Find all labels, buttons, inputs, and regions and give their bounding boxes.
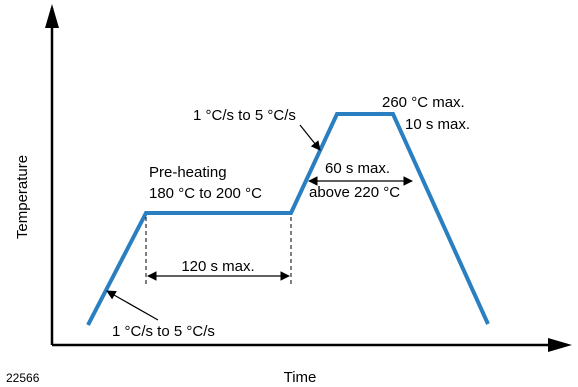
temperature-profile-line bbox=[86, 112, 490, 326]
above-temp-label: above 220 °C bbox=[309, 184, 400, 201]
x-axis-arrow-icon bbox=[548, 338, 572, 352]
peak-time-label: 10 s max. bbox=[405, 116, 470, 133]
ramp-up-2-leader-arrow-icon bbox=[299, 124, 321, 151]
ramp-up-2-label: 1 °C/s to 5 °C/s bbox=[193, 107, 296, 124]
preheat-range-label: 180 °C to 200 °C bbox=[149, 185, 262, 202]
y-axis-label: Temperature bbox=[14, 155, 31, 239]
figure-id: 22566 bbox=[6, 371, 40, 385]
y-axis-arrow-icon bbox=[45, 4, 59, 28]
ramp-up-1-leader-arrow-icon bbox=[106, 290, 159, 321]
ramp-up-1-label: 1 °C/s to 5 °C/s bbox=[112, 323, 215, 340]
peak-temp-label: 260 °C max. bbox=[382, 94, 465, 111]
preheat-title: Pre-heating bbox=[149, 164, 227, 181]
preheat-duration-label: 120 s max. bbox=[181, 258, 254, 275]
above-duration-label: 60 s max. bbox=[325, 160, 390, 177]
x-axis-label: Time bbox=[284, 369, 317, 386]
